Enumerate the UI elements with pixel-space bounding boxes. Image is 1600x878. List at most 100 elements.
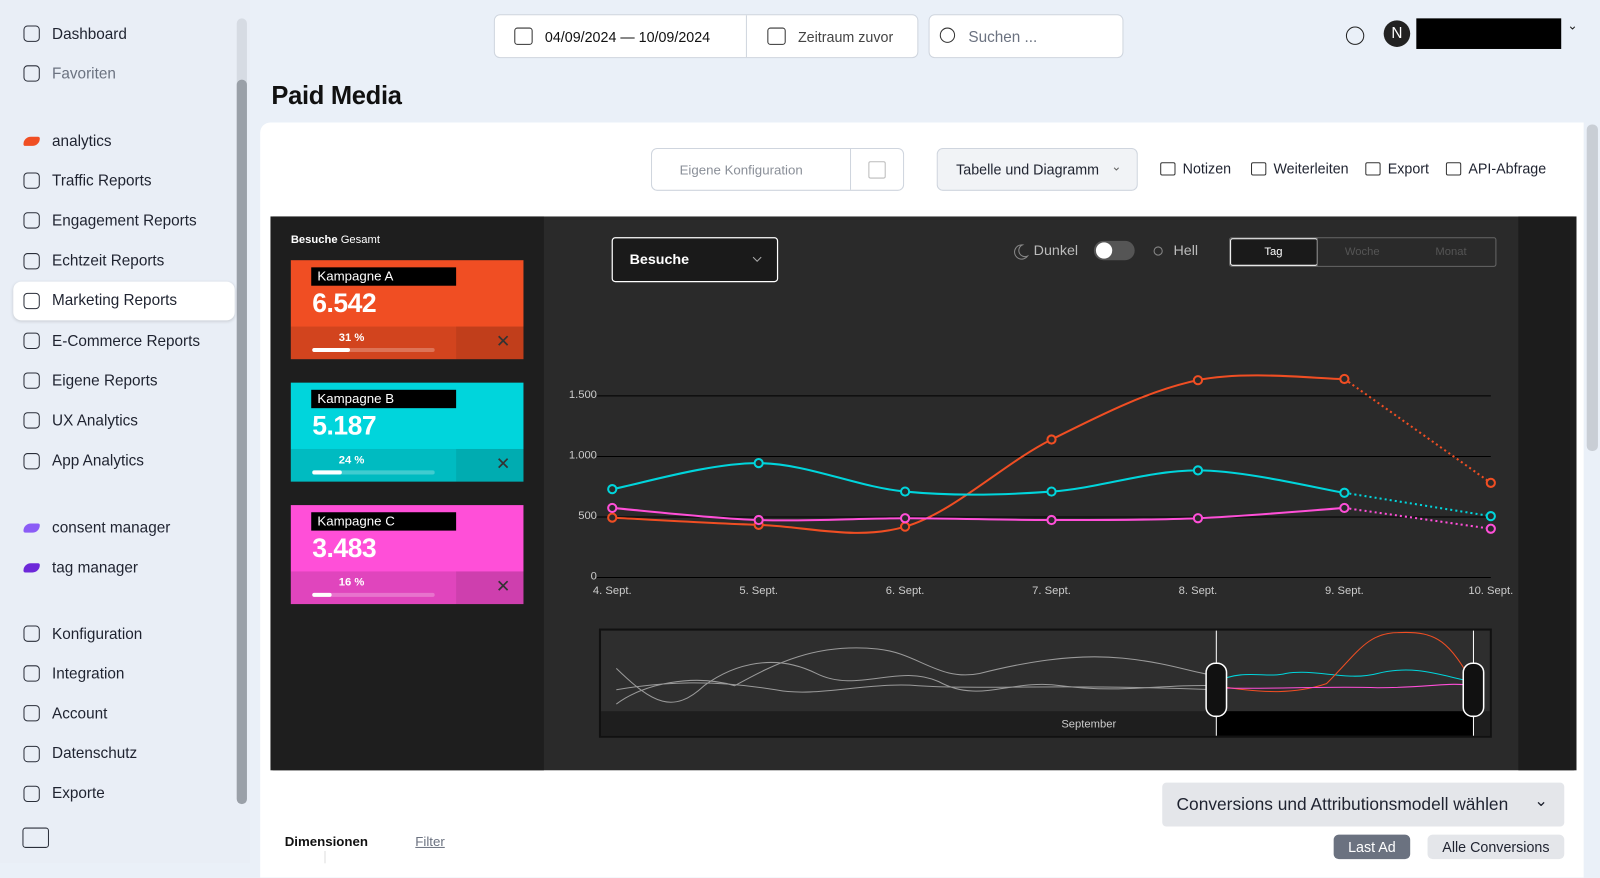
- collapse-button[interactable]: [22, 827, 49, 848]
- model-option-active[interactable]: Last Ad: [1333, 834, 1411, 860]
- nav-item[interactable]: Marketing Reports: [13, 281, 235, 321]
- nav-label: Eigene Reports: [52, 372, 158, 390]
- nav-icon: [23, 136, 40, 146]
- date-picker[interactable]: 04/09/2024 — 10/09/2024 Zeitraum zuvor: [493, 14, 919, 59]
- navigator-line: [616, 682, 1217, 693]
- nav-item[interactable]: Integration: [13, 654, 234, 693]
- moon-icon: [1014, 244, 1030, 260]
- navigator-selection-band: [1216, 711, 1474, 736]
- data-point: [607, 484, 618, 495]
- conversions-label: Conversions und Attributionsmodell wähle…: [1176, 794, 1509, 815]
- nav-item[interactable]: UX Analytics: [13, 401, 234, 440]
- nav-icon: [23, 562, 40, 573]
- nav-icon: [23, 65, 40, 82]
- page-title: Paid Media: [271, 81, 402, 111]
- scrollbar[interactable]: [236, 79, 247, 805]
- nav-icon: [23, 665, 40, 682]
- theme-light[interactable]: Hell: [1173, 243, 1198, 259]
- toolbar-action[interactable]: API-Abfrage: [1445, 160, 1546, 177]
- series-line: [612, 374, 1345, 534]
- granularity: Tag Woche Monat: [1264, 246, 1467, 258]
- toolbar-action[interactable]: Export: [1365, 160, 1430, 177]
- nav-icon: [23, 452, 40, 469]
- nav-item[interactable]: Engagement Reports: [13, 201, 234, 240]
- card-close-area: [456, 571, 524, 605]
- share-bar: [312, 347, 351, 353]
- nav-icon: [23, 212, 40, 229]
- nav-item[interactable]: Konfiguration: [13, 614, 234, 653]
- nav-label: Favoriten: [52, 64, 116, 83]
- nav-item[interactable]: Account: [13, 694, 234, 733]
- nav-item[interactable]: Favoriten: [13, 54, 234, 93]
- data-point: [753, 514, 764, 526]
- nav-label: UX Analytics: [52, 412, 138, 430]
- sun-icon: [1153, 246, 1163, 256]
- nav-item[interactable]: consent manager: [13, 508, 234, 547]
- action-label: Weiterleiten: [1273, 160, 1349, 177]
- action-icon: [1160, 161, 1176, 175]
- navigator-line: [1216, 669, 1474, 683]
- nav-item[interactable]: App Analytics: [13, 441, 234, 480]
- nav-item[interactable]: E-Commerce Reports: [13, 321, 234, 360]
- data-point: [899, 513, 911, 524]
- data-point: [1485, 511, 1496, 522]
- right-strip: [1518, 216, 1577, 771]
- configuration-label: Eigene Konfiguration: [679, 162, 803, 178]
- nav-item[interactable]: Echtzeit Reports: [13, 241, 234, 280]
- search-box[interactable]: Suchen ...: [928, 14, 1124, 59]
- data-point: [1192, 513, 1204, 524]
- save-icon[interactable]: [868, 161, 886, 179]
- share-track: [312, 592, 435, 597]
- nav-item[interactable]: Datenschutz: [13, 734, 234, 773]
- caret: [752, 256, 762, 262]
- feedback-icon[interactable]: [1345, 26, 1365, 45]
- toolbar-action[interactable]: Notizen: [1160, 160, 1231, 177]
- nav-icon: [23, 785, 40, 802]
- action-icon: [1251, 161, 1267, 175]
- toolbar-action[interactable]: Weiterleiten: [1251, 160, 1349, 177]
- date-separator: —: [620, 28, 635, 45]
- x-tick-label: 10. Sept.: [1468, 585, 1513, 597]
- theme-dark[interactable]: Dunkel: [1034, 243, 1078, 259]
- tab[interactable]: Filter: [415, 833, 445, 849]
- conversions-button[interactable]: Conversions und Attributionsmodell wähle…: [1162, 782, 1565, 827]
- action-label: Export: [1387, 160, 1430, 177]
- nav-item[interactable]: Exporte: [13, 774, 234, 813]
- card-close[interactable]: ✕: [495, 331, 511, 352]
- navigator-handle[interactable]: [1462, 662, 1485, 718]
- nav-item[interactable]: Eigene Reports: [13, 361, 234, 400]
- nav-item[interactable]: Traffic Reports: [13, 161, 234, 200]
- card-close[interactable]: ✕: [495, 576, 511, 596]
- user-menu-caret[interactable]: ⌄: [1567, 18, 1578, 33]
- nav-item[interactable]: tag manager: [13, 548, 234, 587]
- nav-icon: [23, 625, 40, 642]
- view-select[interactable]: Tabelle und Diagramm ⌄: [936, 147, 1138, 191]
- nav-item[interactable]: analytics: [13, 121, 234, 160]
- campaign-card[interactable]: Kampagne B 5.187 24 % ✕: [290, 382, 524, 482]
- campaign-card[interactable]: Kampagne C 3.483 16 % ✕: [290, 505, 524, 605]
- nav-label: Integration: [52, 664, 125, 683]
- campaign-name: Kampagne B: [311, 389, 457, 409]
- nav-label: Account: [52, 704, 108, 723]
- campaign-total: 3.483: [312, 532, 377, 564]
- tab[interactable]: Dimensionen: [284, 833, 368, 849]
- nav-item[interactable]: Dashboard: [13, 14, 234, 53]
- model-option[interactable]: Alle Conversions: [1427, 834, 1565, 860]
- nav-icon: [23, 745, 40, 762]
- previous-period[interactable]: Zeitraum zuvor: [797, 28, 894, 45]
- nav-icon: [23, 292, 40, 309]
- configuration-select[interactable]: Eigene Konfiguration: [651, 147, 905, 191]
- data-point: [607, 512, 618, 523]
- nav-icon: [23, 412, 40, 429]
- nav-label: tag manager: [52, 558, 138, 577]
- metric-select[interactable]: [611, 237, 779, 283]
- caret: ⌄: [1534, 792, 1548, 811]
- y-tick-label: 1.000: [569, 449, 597, 461]
- avatar[interactable]: N: [1383, 20, 1411, 47]
- search-placeholder: Suchen ...: [968, 28, 1038, 46]
- navigator-handle[interactable]: [1205, 662, 1228, 718]
- content-scrollbar[interactable]: [1586, 124, 1598, 452]
- toggle-knob: [1095, 242, 1113, 259]
- campaign-card[interactable]: Kampagne A 6.542 31 % ✕: [290, 260, 524, 360]
- card-close[interactable]: ✕: [495, 454, 511, 474]
